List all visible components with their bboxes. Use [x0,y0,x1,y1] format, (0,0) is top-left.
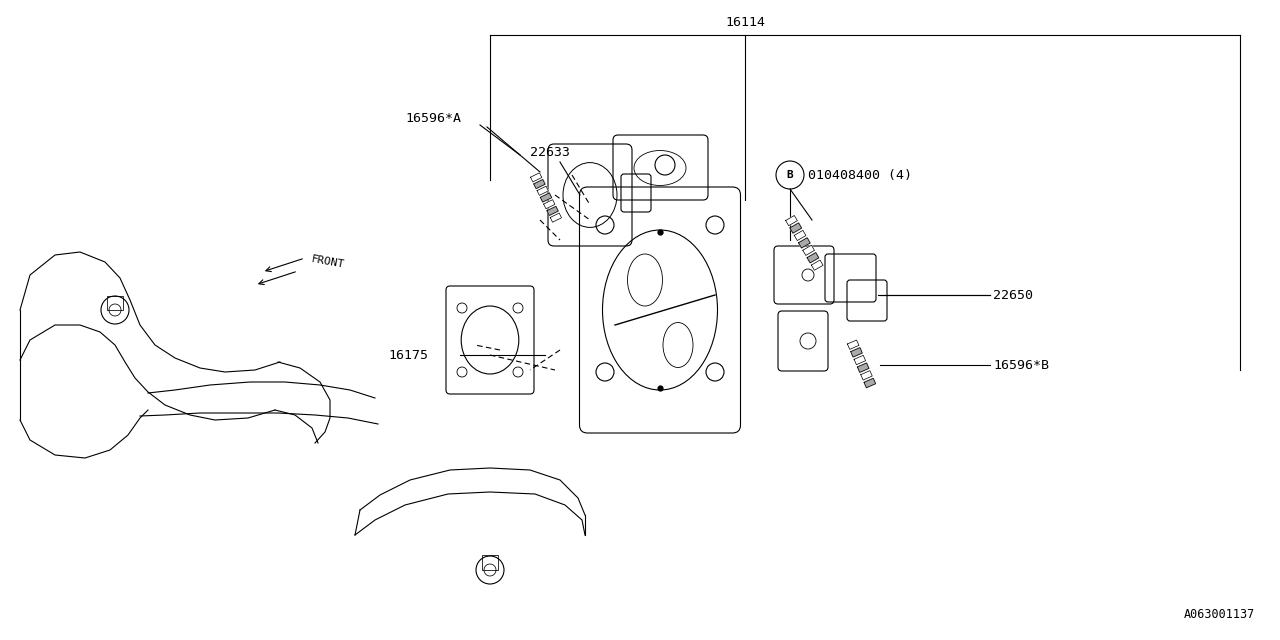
Polygon shape [854,355,865,365]
Text: 22650: 22650 [993,289,1033,301]
Polygon shape [547,206,558,216]
Polygon shape [799,238,810,248]
Polygon shape [847,340,859,349]
Polygon shape [860,371,872,380]
Polygon shape [544,200,556,209]
Text: 010408400 (4): 010408400 (4) [808,168,913,182]
Polygon shape [812,260,823,270]
Polygon shape [790,223,801,233]
Polygon shape [530,173,541,182]
Polygon shape [540,193,552,202]
Text: 16596*A: 16596*A [404,111,461,125]
Polygon shape [864,378,876,388]
Polygon shape [786,216,797,226]
Text: 22633: 22633 [530,145,570,159]
Bar [483,555,498,570]
Bar [108,296,123,310]
Text: 16596*B: 16596*B [993,358,1050,371]
Polygon shape [851,348,863,357]
Polygon shape [538,186,548,195]
Polygon shape [550,213,562,222]
Polygon shape [534,179,545,189]
Text: 16175: 16175 [388,349,428,362]
Polygon shape [795,230,806,241]
Text: B: B [787,170,794,180]
Text: 16114: 16114 [724,15,765,29]
Text: A063001137: A063001137 [1184,609,1254,621]
Polygon shape [808,253,819,263]
Polygon shape [803,245,814,255]
Polygon shape [858,363,869,372]
Text: FRONT: FRONT [310,254,346,270]
